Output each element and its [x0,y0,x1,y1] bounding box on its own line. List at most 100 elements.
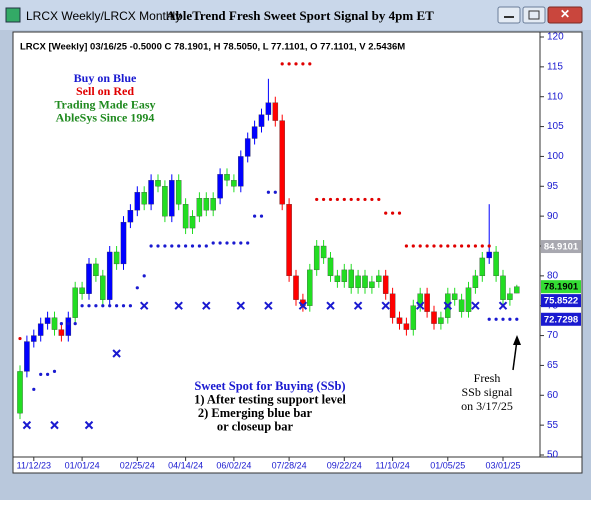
buy-stop-dot [156,244,160,248]
sell-stop-dot [349,197,353,202]
candle-body [113,251,120,265]
chart-subtitle: LRCX [Weekly] 03/16/25 -0.5000 C 78.1901… [20,42,405,53]
price-tag [541,280,581,294]
buy-stop-dot [149,244,153,248]
sell-stop-dot [384,211,388,215]
candle-body [486,251,492,259]
buy-stop-dot [121,304,126,308]
ssb-marker [50,420,59,430]
candle-body [265,102,272,115]
candle-body [382,275,389,294]
buy-stop-dot [515,317,519,321]
price-tag-label: 78.1901 [544,282,579,293]
ssb-marker [202,301,211,310]
sell-stop-dot [418,244,422,248]
sell-stop-dot [425,244,429,248]
title-bar [0,0,591,30]
ssb-marker [236,301,246,310]
candle-body [106,251,113,300]
sell-stop-dot [335,197,339,202]
candle-body [313,245,320,271]
candle-body [348,269,354,288]
buy-stop-dot [66,322,70,326]
candle-body [127,210,134,223]
candle-body [472,275,479,288]
ssb-marker [139,301,149,310]
y-tick-label: 115 [547,61,563,72]
buy-stop-dot [87,304,91,308]
candle-body [93,263,99,277]
sell-stop-dot [453,244,457,248]
x-tick-label: 03/01/25 [485,460,520,470]
candle-body [58,329,65,336]
candle-body [244,138,251,157]
ssb-marker [443,301,453,310]
candle-body [72,287,78,318]
candle-body [272,102,279,121]
buy-stop-dot [94,304,98,308]
ssb-marker [381,301,390,310]
sell-stop-dot [439,244,443,248]
candle-body [327,257,334,277]
candle-body [24,341,30,372]
signal-note: Fresh [474,371,501,385]
candle-body [162,186,168,217]
y-tick-label: 70 [547,330,559,341]
sell-stop-dot [480,244,484,248]
price-tag [541,312,581,326]
y-tick-label: 50 [547,450,559,461]
sell-stop-dot [460,244,464,248]
candle-body [451,293,458,300]
minimize-button[interactable] [497,6,521,24]
price-tag [541,240,581,254]
y-tick-label: 100 [547,151,564,162]
price-tag-label: 72.7298 [544,314,578,325]
candle-body [362,275,368,288]
buy-stop-dot [177,244,181,248]
buy-stop-dot [197,244,201,248]
candle-body [155,180,161,187]
signal-arrow-head [513,335,521,345]
window-buttons[interactable]: ✕ [497,6,583,24]
close-button[interactable] [547,6,583,24]
buy-stop-dot [273,190,277,194]
note: 2) Emerging blue bar [198,406,313,420]
candle-body [293,275,299,300]
sell-stop-dot [342,197,346,202]
sell-stop-dot [315,197,319,202]
candle-body [465,287,472,312]
ssb-marker [298,301,308,310]
sell-stop-dot [280,62,284,66]
note: or closeup bar [217,419,294,433]
buy-stop-dot [204,244,208,248]
buy-stop-dot [246,241,250,245]
candle-body [493,251,499,277]
buy-stop-dot [225,241,229,245]
candle-body [251,126,258,139]
candle-body [458,299,465,312]
buy-stop-dot [52,369,57,373]
ssb-marker [353,301,363,310]
candle-body [307,269,313,306]
sell-stop-dot [397,211,402,215]
maximize-button[interactable] [522,6,546,24]
buy-stop-dot [39,372,43,376]
sell-stop-dot [466,244,471,248]
ssb-marker [174,301,183,310]
sell-stop-dot [432,244,436,248]
buy-stop-dot [128,304,132,308]
buy-stop-dot [501,317,505,321]
ssb-marker [22,420,32,430]
candle-body [355,275,361,288]
candle-body [341,269,348,282]
buy-stop-dot [266,190,270,194]
buy-stop-dot [142,274,146,278]
candle-body [438,317,444,324]
sell-stop-dot [404,244,408,248]
plot: 5055606570758085909510010511011512011/12… [17,32,581,470]
buy-stop-dot [190,244,195,248]
buy-stop-dot [170,244,174,248]
candle-body [258,114,265,127]
x-tick-label: 07/28/24 [272,460,307,470]
sell-stop-dot [356,197,360,202]
